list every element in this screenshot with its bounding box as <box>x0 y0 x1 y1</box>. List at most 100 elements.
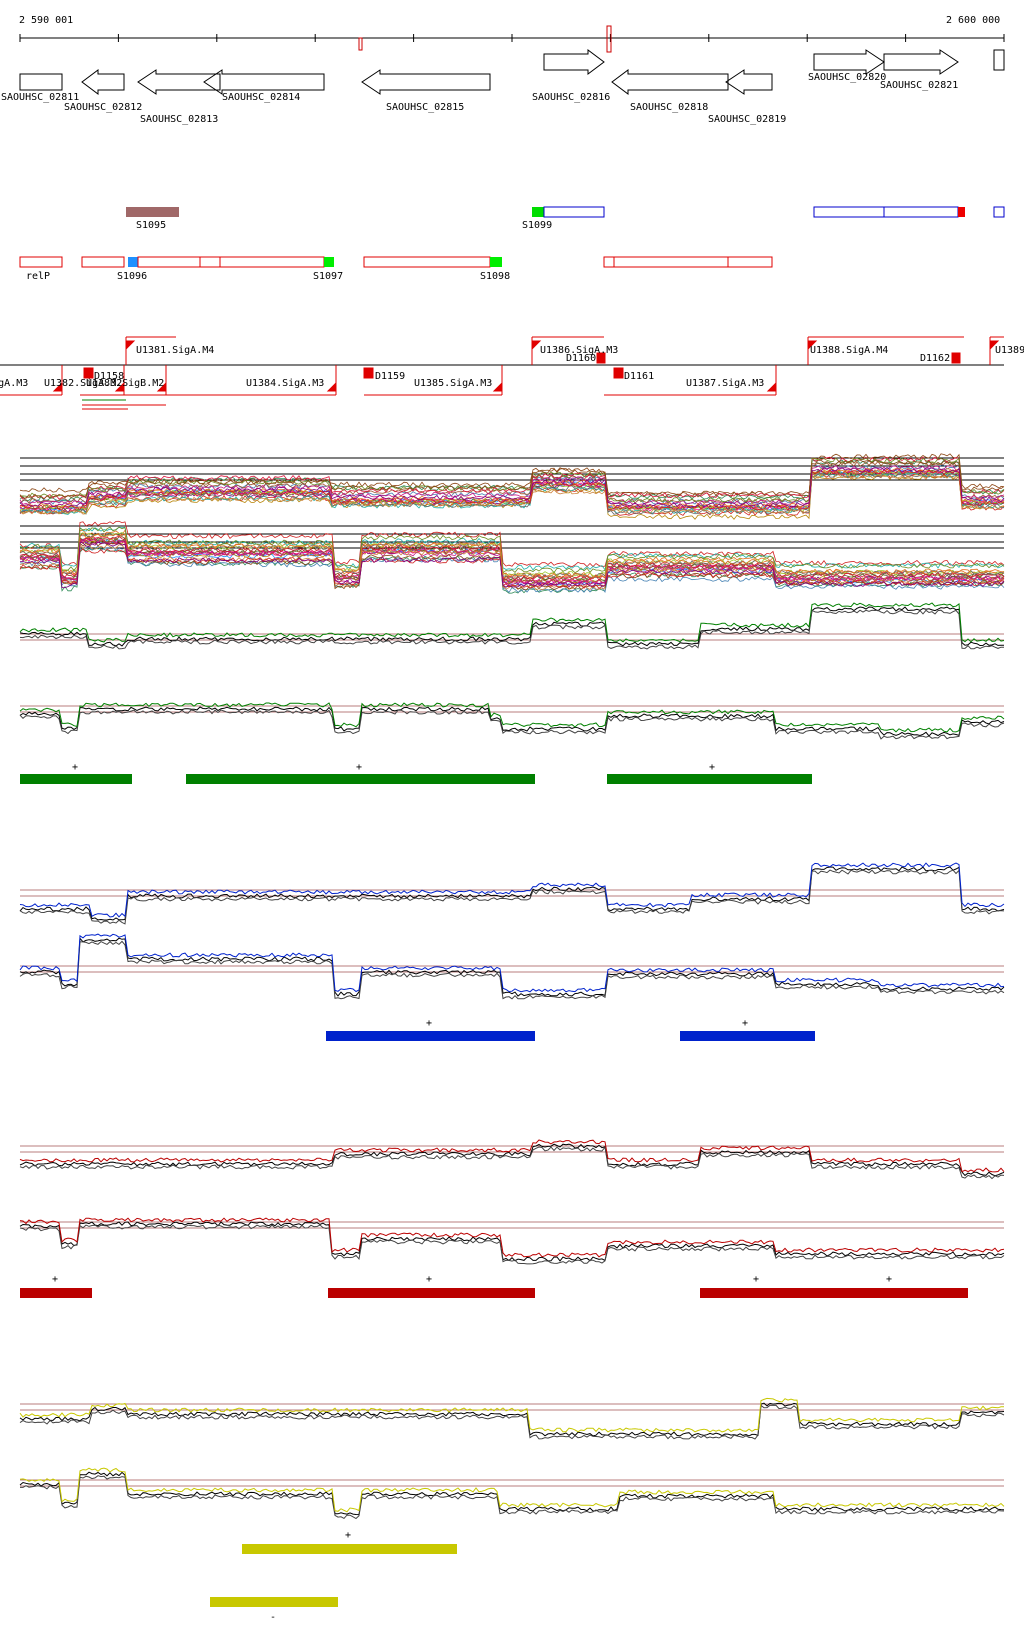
segment-block[interactable] <box>532 207 544 217</box>
expression-line <box>19 602 1005 643</box>
gene-label: SAOUHSC_02812 <box>64 102 142 113</box>
gene-label: SAOUHSC_02821 <box>880 80 958 91</box>
segment-block[interactable] <box>993 206 1005 218</box>
segment-block[interactable] <box>137 256 325 268</box>
strand-label: + <box>753 1274 759 1285</box>
condition-profile-line <box>19 526 1005 571</box>
condition-profile-line <box>19 453 1005 498</box>
expression-call-bar[interactable] <box>186 774 535 784</box>
expression-line <box>19 606 1005 647</box>
segment-block[interactable] <box>490 257 502 267</box>
upshift-label: U1380.SigA.M3 <box>0 378 28 389</box>
expression-line <box>19 940 1005 1000</box>
strand-label: + <box>709 762 715 773</box>
strand-label: + <box>886 1274 892 1285</box>
gene-arrow[interactable] <box>611 69 729 95</box>
downshift-label: D1160 <box>566 353 596 364</box>
gene-arrow[interactable] <box>19 73 63 91</box>
segment-block[interactable] <box>19 256 63 268</box>
condition-profile-line <box>19 472 1005 515</box>
gene-label: SAOUHSC_02819 <box>708 114 786 125</box>
gene-arrow[interactable] <box>81 69 125 95</box>
segment-label: S1098 <box>480 271 510 282</box>
expression-line <box>19 1145 1005 1180</box>
expression-call-bar[interactable] <box>210 1597 338 1607</box>
upshift-label: U1387.SigA.M3 <box>686 378 764 389</box>
expression-line <box>19 1217 1005 1258</box>
promoter-track: U1381.SigA.M4 U1386.SigA.M3 U1388.SigA.M… <box>0 336 1024 410</box>
downshift-label: D1162 <box>920 353 950 364</box>
condition-profile-line <box>19 474 1005 520</box>
gene-label: SAOUHSC_02820 <box>808 72 886 83</box>
expression-panel <box>19 933 1005 1000</box>
condition-profile-line <box>19 548 1005 589</box>
segment-block[interactable] <box>543 206 605 218</box>
expression-line <box>19 933 1005 993</box>
gene-arrow[interactable] <box>725 69 773 95</box>
segment-block[interactable] <box>958 207 965 217</box>
gene-arrow[interactable] <box>203 69 325 95</box>
segment-block[interactable] <box>128 257 138 267</box>
segment-block[interactable] <box>81 256 125 268</box>
upshift-label: U1384.SigA.M3 <box>246 378 324 389</box>
gene-arrow[interactable] <box>883 49 959 75</box>
expression-call-bar[interactable] <box>20 774 132 784</box>
segment-block[interactable] <box>324 257 334 267</box>
expression-panel <box>19 1217 1005 1265</box>
gene-track <box>19 49 1005 95</box>
gene-label: SAOUHSC_02815 <box>386 102 464 113</box>
ruler-marker <box>358 37 363 51</box>
condition-profile-line <box>19 456 1005 500</box>
ruler-start-label: 2 590 001 <box>19 15 73 26</box>
expression-line <box>19 1397 1005 1433</box>
expression-tracks <box>19 602 1005 1607</box>
condition-profile-line <box>19 474 1005 515</box>
gene-label: SAOUHSC_02814 <box>222 92 300 103</box>
expression-call-bar[interactable] <box>326 1031 535 1041</box>
expression-line <box>19 1471 1005 1516</box>
coordinate-ruler: 2 590 001 2 600 000 <box>19 15 1005 53</box>
gene-arrow[interactable] <box>543 49 605 75</box>
expression-line <box>19 706 1005 737</box>
segment-block[interactable] <box>813 206 959 218</box>
expression-call-bar[interactable] <box>242 1544 457 1554</box>
downshift-label: D1158 <box>94 371 124 382</box>
expression-call-bar[interactable] <box>20 1288 92 1298</box>
segment-label: relP <box>26 271 50 282</box>
segment-block[interactable] <box>603 256 773 268</box>
overview-profile-panels <box>19 453 1005 594</box>
condition-profile-line <box>19 532 1005 579</box>
upshift-label: U1385.SigA.M3 <box>414 378 492 389</box>
expression-panel <box>19 602 1005 650</box>
strand-label: + <box>426 1274 432 1285</box>
expression-call-bar[interactable] <box>700 1288 968 1298</box>
expression-line <box>19 1143 1005 1177</box>
gene-arrow[interactable] <box>361 69 491 95</box>
strand-label: + <box>742 1018 748 1029</box>
segment-track-upper: S1095 S1099 <box>126 206 1005 231</box>
expression-line <box>19 702 1005 733</box>
gene-arrow[interactable] <box>813 49 885 75</box>
strand-label: + <box>345 1530 351 1541</box>
expression-line <box>19 1404 1005 1440</box>
expression-line <box>19 1224 1005 1265</box>
segment-block[interactable] <box>363 256 491 268</box>
overview-panel <box>19 520 1005 594</box>
expression-line <box>19 862 1005 918</box>
condition-profile-line <box>19 459 1005 500</box>
expression-panel <box>19 862 1005 925</box>
upshift-label: U1389 <box>995 345 1024 356</box>
expression-line <box>19 1467 1005 1513</box>
downshift-label: D1161 <box>624 371 654 382</box>
gene-arrow[interactable] <box>137 69 221 95</box>
segment-label: S1097 <box>313 271 343 282</box>
segment-block[interactable] <box>126 207 179 217</box>
expression-line <box>19 709 1005 740</box>
expression-call-bar[interactable] <box>680 1031 815 1041</box>
expression-call-bar[interactable] <box>328 1288 535 1298</box>
expression-panel <box>19 1397 1005 1440</box>
expression-call-bar[interactable] <box>607 774 812 784</box>
expression-panel <box>19 1139 1005 1180</box>
gene-arrow[interactable] <box>993 49 1005 71</box>
